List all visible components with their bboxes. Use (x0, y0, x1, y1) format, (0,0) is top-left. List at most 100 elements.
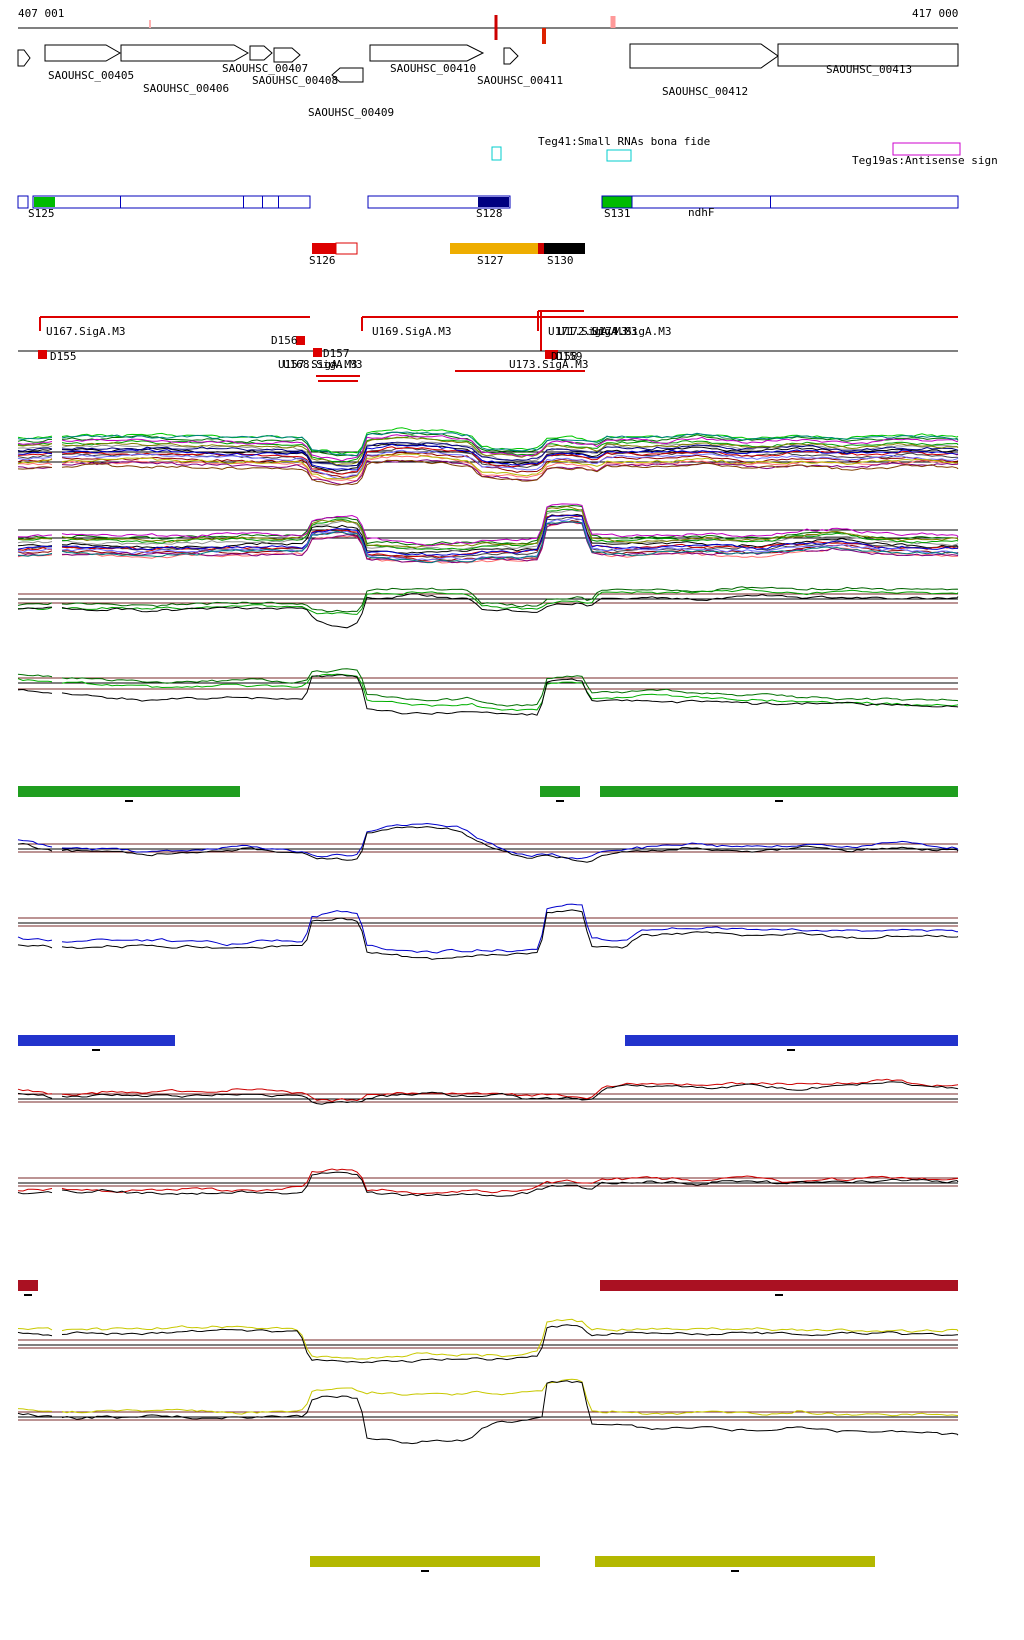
expression-trace-yellow-minus (17, 1380, 959, 1445)
tss-flag[interactable] (313, 348, 322, 357)
condition-bar-olive[interactable] (310, 1556, 540, 1567)
expression-trace-green-plus (17, 593, 959, 629)
segment-box[interactable] (17, 195, 29, 209)
expression-trace-red-plus (17, 1078, 959, 1102)
segment-label-s130: S130 (547, 254, 574, 267)
gene-arrow-saouhsc_00412[interactable] (629, 43, 779, 69)
condition-bar-green[interactable] (600, 786, 958, 797)
segment-box[interactable] (335, 242, 358, 255)
tss-flag[interactable] (38, 350, 47, 359)
segment-box[interactable] (544, 243, 585, 254)
tss-label-d158: D158 (551, 350, 578, 363)
gene-arrow-saouhsc_00413[interactable] (777, 43, 959, 67)
segment-box[interactable] (478, 197, 509, 207)
segment-box[interactable] (631, 195, 959, 209)
srna-box[interactable] (491, 146, 502, 161)
expression-trace-overlay-plus (17, 459, 959, 486)
gene-label-saouhsc-00405: SAOUHSC_00405 (48, 69, 135, 82)
srna-box[interactable] (606, 149, 632, 162)
segment-label-s126: S126 (309, 254, 336, 267)
tss-label-u157: U157.SigA.M3 (278, 358, 358, 371)
condition-bar-darkred[interactable] (18, 1280, 38, 1291)
segment-label-s128: S128 (476, 207, 503, 220)
expression-trace-overlay-minus (17, 503, 959, 547)
segment-label-s131: S131 (604, 207, 631, 220)
gene-arrow-saouhsc_00409[interactable] (331, 67, 364, 83)
gene-arrow-saouhsc_00406[interactable] (120, 44, 250, 62)
tss-label-d156: D156 (271, 334, 298, 347)
condition-bar-tick (787, 1049, 795, 1051)
condition-bar-tick (775, 1294, 783, 1296)
expression-trace-overlay-plus (17, 453, 958, 480)
condition-bar-green[interactable] (18, 786, 240, 797)
gene-arrow-saouhsc_00411[interactable] (503, 47, 519, 65)
tss-label-u169: U169.SigA.M3 (372, 325, 452, 338)
condition-bar-green[interactable] (540, 786, 580, 797)
segment-box[interactable] (34, 197, 55, 207)
tss-label-u172: U172.SigA.M3 (558, 325, 638, 338)
gene-label-saouhsc-00406: SAOUHSC_00406 (143, 82, 230, 95)
gene-arrow-saouhsc_00408[interactable] (273, 47, 301, 63)
tss-label-d159: D159 (556, 350, 583, 363)
gene-arrow-saouhsc_00405[interactable] (44, 44, 122, 62)
srna-label-teg19as: Teg19as:Antisense sign (852, 154, 998, 167)
ruler-marker (542, 28, 546, 44)
condition-bar-blue[interactable] (625, 1035, 958, 1046)
expression-trace-yellow-plus (17, 1318, 959, 1360)
segment-box[interactable] (312, 243, 336, 254)
condition-bar-tick (92, 1049, 100, 1051)
srna-label-teg41: Teg41:Small RNAs bona fide (538, 135, 711, 148)
expression-trace-yellow-minus (17, 1378, 958, 1417)
segment-box[interactable] (32, 195, 311, 209)
expression-trace-overlay-minus (17, 504, 959, 546)
expression-trace-overlay-plus (17, 436, 959, 466)
tss-flag[interactable] (296, 336, 305, 345)
srna-box[interactable] (892, 142, 961, 156)
condition-bar-olive[interactable] (595, 1556, 875, 1567)
gene-arrow-fragment[interactable] (17, 49, 31, 67)
expression-trace-overlay-minus (17, 505, 959, 548)
expression-trace-overlay-plus (17, 443, 959, 471)
expression-trace-green-minus (17, 674, 959, 716)
expression-trace-overlay-plus (17, 441, 959, 467)
condition-bar-blue[interactable] (18, 1035, 175, 1046)
expression-trace-green-minus (17, 673, 959, 712)
segment-box[interactable] (450, 243, 538, 254)
gene-label-saouhsc-00411: SAOUHSC_00411 (477, 74, 564, 87)
expression-trace-overlay-plus (17, 431, 959, 457)
segment-box[interactable] (120, 196, 121, 208)
tss-label-d155: D155 (50, 350, 77, 363)
expression-trace-overlay-minus (17, 514, 959, 556)
tss-flag[interactable] (549, 350, 558, 359)
tss-label-d157: D157 (323, 347, 350, 360)
expression-trace-overlay-plus (17, 449, 959, 480)
gene-arrow-saouhsc_00407[interactable] (249, 45, 273, 61)
expression-trace-red-minus (17, 1171, 959, 1197)
tss-label-u168: U168.SigA.M3 (283, 358, 363, 371)
gene-label-saouhsc-00413: SAOUHSC_00413 (826, 63, 913, 76)
expression-trace-overlay-plus (17, 454, 959, 482)
segment-box[interactable] (538, 243, 544, 254)
ruler-end-coordinate: 417 000 (912, 7, 959, 20)
expression-trace-blue-minus (17, 909, 959, 960)
condition-bar-tick (731, 1570, 739, 1572)
expression-trace-overlay-minus (17, 509, 959, 552)
tss-label-u171: U171.SigA.M3 (548, 325, 628, 338)
expression-trace-yellow-plus (17, 1324, 958, 1364)
gene-label-saouhsc-00410: SAOUHSC_00410 (390, 62, 477, 75)
gene-arrow-saouhsc_00410[interactable] (369, 44, 485, 62)
expression-trace-red-minus (17, 1168, 959, 1195)
expression-trace-blue-minus (17, 903, 959, 954)
segment-box[interactable] (367, 195, 511, 209)
condition-bar-darkred[interactable] (600, 1280, 958, 1291)
segment-box[interactable] (278, 196, 279, 208)
condition-bar-tick (125, 800, 133, 802)
segment-box[interactable] (243, 196, 244, 208)
gene-label-saouhsc-00409: SAOUHSC_00409 (308, 106, 395, 119)
expression-trace-red-plus (17, 1081, 959, 1105)
segment-box[interactable] (262, 196, 263, 208)
segment-box[interactable] (770, 196, 771, 208)
expression-trace-overlay-plus (17, 443, 959, 472)
